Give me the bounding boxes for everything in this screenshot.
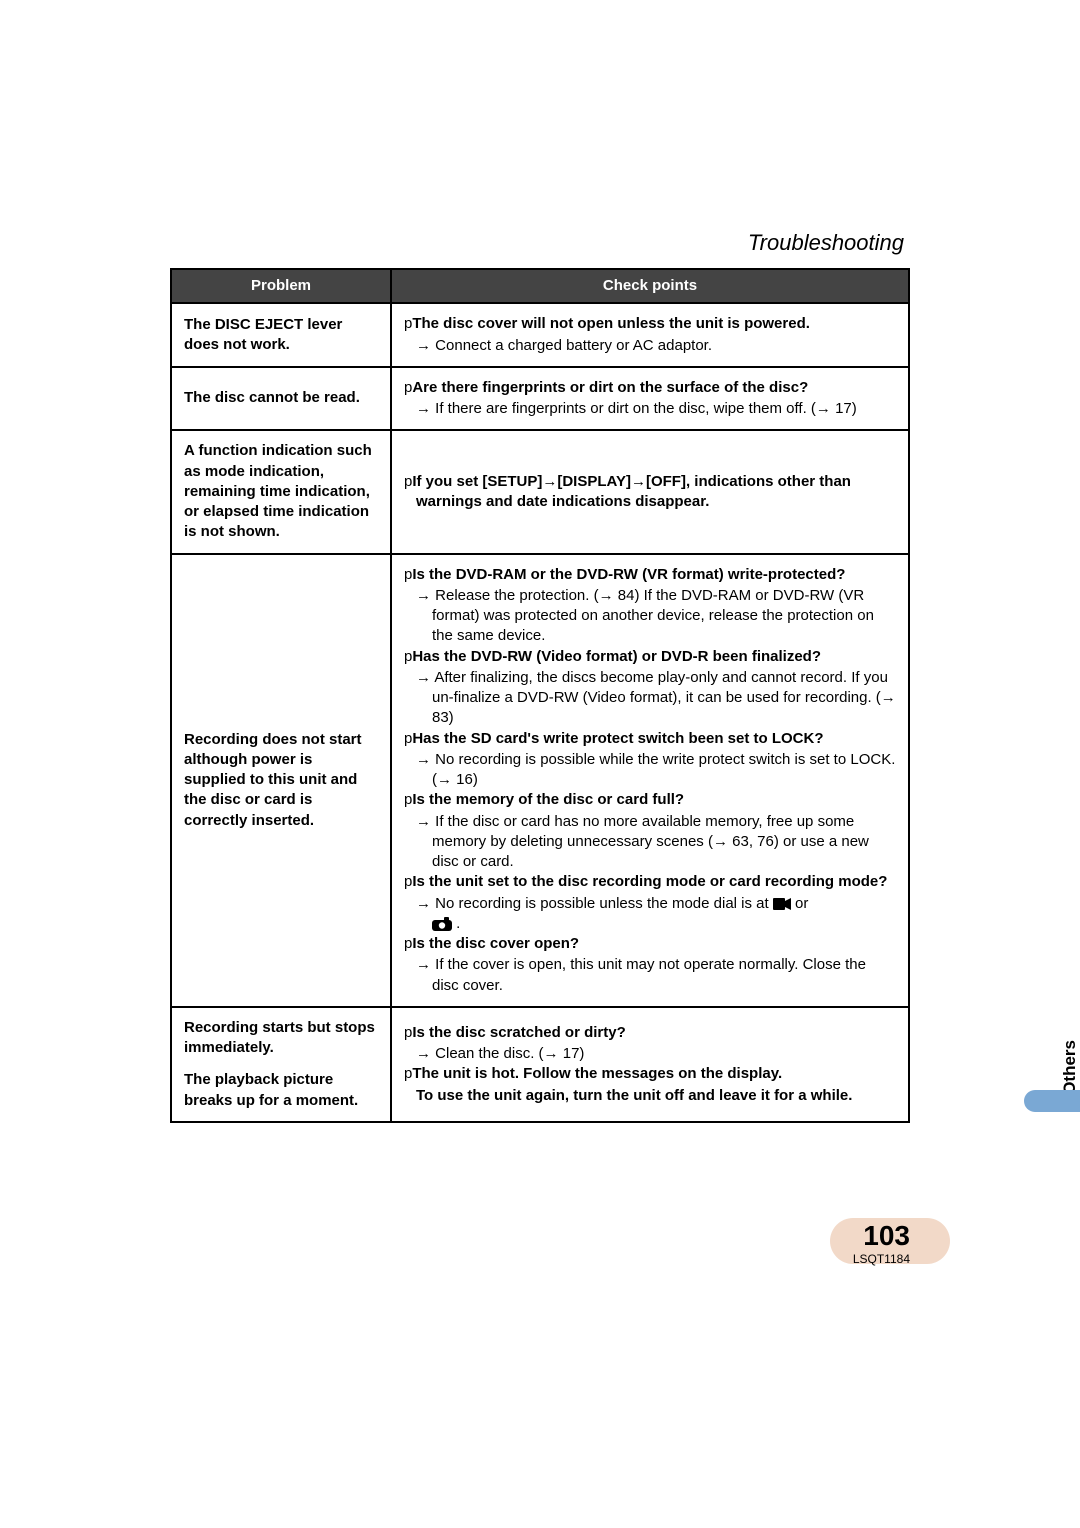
check-sub-line: No recording is possible while the write… — [404, 750, 896, 791]
problem-cell: A function indication such as mode indic… — [171, 430, 391, 553]
check-bold-text: If you set [SETUP]→[DISPLAY]→[OFF], indi… — [412, 473, 851, 510]
troubleshooting-table: Problem Check points The DISC EJECT leve… — [170, 268, 910, 1123]
check-extra-bold: To use the unit again, turn the unit off… — [404, 1086, 896, 1106]
check-cell: pAre there fingerprints or dirt on the s… — [391, 367, 909, 431]
check-sub-line: Clean the disc. (→ 17) — [404, 1044, 896, 1064]
table-row: The disc cannot be read. pAre there finge… — [171, 367, 909, 431]
check-bold-line: pIf you set [SETUP]→[DISPLAY]→[OFF], ind… — [404, 472, 896, 513]
check-sub-line: If the cover is open, this unit may not … — [404, 955, 896, 996]
header-check: Check points — [391, 269, 909, 303]
check-bold-line: pAre there fingerprints or dirt on the s… — [404, 378, 896, 398]
check-sub-line: If the disc or card has no more availabl… — [404, 812, 896, 873]
check-bold-text: Is the memory of the disc or card full? — [412, 791, 684, 808]
header-problem: Problem — [171, 269, 391, 303]
table-row: A function indication such as mode indic… — [171, 430, 909, 553]
check-bold-line: pHas the DVD-RW (Video format) or DVD-R … — [404, 647, 896, 667]
check-bold-text: Are there fingerprints or dirt on the su… — [412, 379, 808, 396]
table-row: The DISC EJECT lever does not work. pThe … — [171, 303, 909, 367]
check-bold-line: pThe unit is hot. Follow the messages on… — [404, 1064, 896, 1084]
table-row: Recording does not start although power … — [171, 554, 909, 1007]
check-sub-line: If there are fingerprints or dirt on the… — [404, 399, 896, 419]
doc-code: LSQT1184 — [853, 1252, 910, 1266]
check-bold-text: Has the DVD-RW (Video format) or DVD-R b… — [412, 648, 821, 665]
check-sub-line: Connect a charged battery or AC adaptor. — [404, 336, 896, 356]
check-sub-line: Release the protection. (→ 84) If the DV… — [404, 586, 896, 647]
check-cell: pIf you set [SETUP]→[DISPLAY]→[OFF], ind… — [391, 430, 909, 553]
problem-cell: Recording starts but stops immediately. T… — [171, 1007, 391, 1122]
problem-cell: Recording does not start although power … — [171, 554, 391, 1007]
page-footer: 103 LSQT1184 — [853, 1220, 910, 1266]
side-tab-color — [1024, 1090, 1080, 1112]
check-bold-line: pThe disc cover will not open unless the… — [404, 314, 896, 334]
check-bold-line: pIs the disc cover open? — [404, 934, 896, 954]
page-number: 103 — [863, 1220, 910, 1251]
check-bold-text: Is the disc cover open? — [412, 935, 579, 952]
check-bold-line: pIs the DVD-RAM or the DVD-RW (VR format… — [404, 565, 896, 585]
check-bold-text: Has the SD card's write protect switch b… — [412, 730, 823, 747]
check-bold-text: The unit is hot. Follow the messages on … — [412, 1065, 782, 1082]
table-row: Recording starts but stops immediately. T… — [171, 1007, 909, 1122]
video-mode-icon — [773, 895, 791, 912]
check-sub-line-mode: → No recording is possible unless the mo… — [404, 894, 896, 935]
check-bold-line: pIs the disc scratched or dirty? — [404, 1023, 896, 1043]
check-cell: pThe disc cover will not open unless the… — [391, 303, 909, 367]
check-cell: pIs the DVD-RAM or the DVD-RW (VR format… — [391, 554, 909, 1007]
check-bold-text: The disc cover will not open unless the … — [412, 315, 810, 332]
problem-text: The playback picture breaks up for a mom… — [184, 1070, 378, 1111]
check-bold-line: pIs the unit set to the disc recording m… — [404, 872, 896, 892]
check-cell: pIs the disc scratched or dirty?Clean th… — [391, 1007, 909, 1122]
check-bold-text: Is the unit set to the disc recording mo… — [412, 873, 887, 890]
check-bold-text: Is the DVD-RAM or the DVD-RW (VR format)… — [412, 566, 845, 583]
problem-cell: The disc cannot be read. — [171, 367, 391, 431]
problem-text: Recording starts but stops immediately. — [184, 1018, 378, 1059]
check-bold-line: pHas the SD card's write protect switch … — [404, 729, 896, 749]
check-bold-text: Is the disc scratched or dirty? — [412, 1024, 625, 1041]
camera-mode-icon — [432, 915, 452, 932]
check-bold-line: pIs the memory of the disc or card full? — [404, 790, 896, 810]
check-sub-line: After finalizing, the discs become play-… — [404, 668, 896, 729]
side-tab-label: Others — [1060, 1040, 1080, 1095]
section-title: Troubleshooting — [170, 230, 910, 256]
problem-cell: The DISC EJECT lever does not work. — [171, 303, 391, 367]
